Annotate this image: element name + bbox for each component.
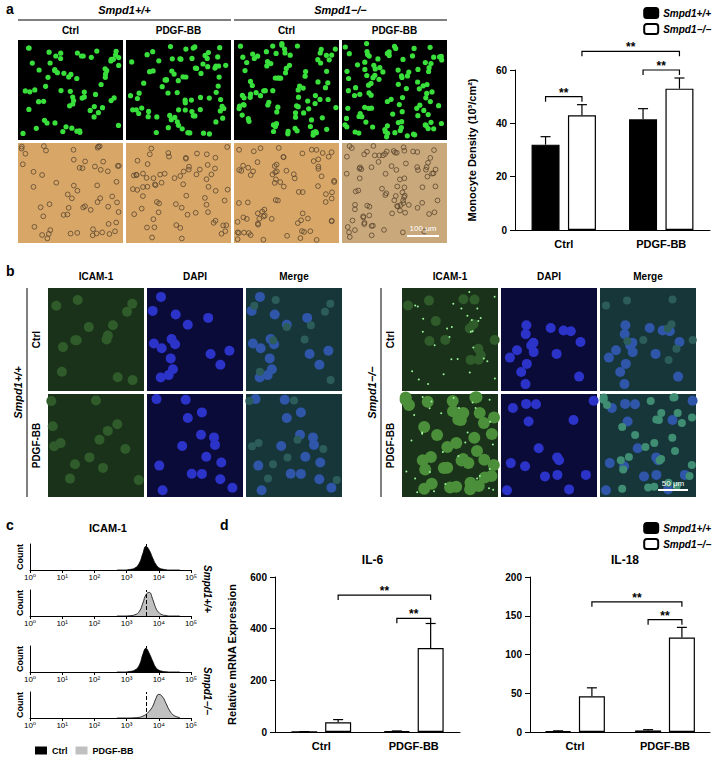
svg-text:ICAM-1: ICAM-1: [433, 271, 468, 282]
svg-text:PDGF-BB: PDGF-BB: [385, 423, 396, 469]
svg-text:10¹: 10¹: [56, 619, 68, 628]
svg-text:Smpd1+/+: Smpd1+/+: [663, 523, 711, 534]
svg-text:Count: Count: [15, 646, 25, 672]
svg-text:PDGF-BB: PDGF-BB: [372, 25, 418, 36]
svg-text:Ctrl: Ctrl: [312, 740, 331, 752]
svg-text:**: **: [559, 86, 569, 100]
svg-text:10¹: 10¹: [56, 573, 68, 582]
svg-text:10³: 10³: [121, 721, 133, 730]
svg-text:10⁴: 10⁴: [153, 675, 166, 684]
svg-text:40: 40: [496, 118, 508, 129]
svg-text:200: 200: [250, 675, 267, 686]
svg-text:d: d: [220, 517, 229, 533]
svg-text:10⁵: 10⁵: [185, 573, 197, 582]
svg-text:Smpd1−/−: Smpd1−/−: [202, 667, 213, 715]
svg-text:Smpd1−/−: Smpd1−/−: [663, 24, 711, 35]
svg-text:**: **: [380, 584, 390, 598]
svg-text:ICAM-1: ICAM-1: [89, 522, 127, 534]
svg-text:**: **: [409, 607, 419, 621]
svg-text:50: 50: [511, 688, 523, 699]
svg-text:PDGF-BB: PDGF-BB: [640, 740, 690, 752]
svg-text:Monocyte Density (10³/cm²): Monocyte Density (10³/cm²): [466, 78, 478, 221]
svg-text:PDGF-BB: PDGF-BB: [92, 746, 133, 756]
svg-text:Ctrl: Ctrl: [566, 740, 585, 752]
svg-text:Ctrl: Ctrl: [554, 238, 573, 250]
svg-text:200: 200: [505, 572, 522, 583]
svg-text:Ctrl: Ctrl: [31, 331, 42, 348]
svg-text:**: **: [660, 609, 670, 623]
svg-text:IL-18: IL-18: [611, 553, 639, 567]
svg-text:10⁰: 10⁰: [24, 619, 36, 628]
svg-text:10⁵: 10⁵: [185, 675, 197, 684]
svg-text:10⁰: 10⁰: [24, 675, 36, 684]
svg-text:Smpd1+/+: Smpd1+/+: [663, 8, 711, 19]
svg-text:Ctrl: Ctrl: [62, 25, 79, 36]
svg-text:ICAM-1: ICAM-1: [79, 271, 114, 282]
svg-text:400: 400: [250, 623, 267, 634]
svg-text:10²: 10²: [89, 675, 101, 684]
svg-text:c: c: [6, 517, 14, 533]
svg-text:10²: 10²: [89, 721, 101, 730]
svg-text:10³: 10³: [121, 573, 133, 582]
svg-text:50 μm: 50 μm: [662, 479, 685, 488]
svg-text:IL-6: IL-6: [362, 553, 384, 567]
svg-text:100 μm: 100 μm: [410, 224, 437, 233]
svg-text:**: **: [626, 40, 636, 54]
svg-text:10⁵: 10⁵: [185, 619, 197, 628]
svg-text:Ctrl: Ctrl: [385, 331, 396, 348]
svg-text:10¹: 10¹: [56, 721, 68, 730]
svg-text:0: 0: [501, 225, 507, 236]
svg-text:Smpd1+/+: Smpd1+/+: [202, 565, 213, 613]
svg-text:10⁴: 10⁴: [153, 721, 166, 730]
svg-text:Smpd1−/−: Smpd1−/−: [366, 366, 378, 419]
svg-text:Ctrl: Ctrl: [52, 746, 68, 756]
svg-text:10³: 10³: [121, 619, 133, 628]
svg-text:b: b: [6, 263, 15, 279]
svg-text:PDGF-BB: PDGF-BB: [31, 423, 42, 469]
svg-text:PDGF-BB: PDGF-BB: [156, 25, 202, 36]
svg-text:Smpd1+/+: Smpd1+/+: [98, 4, 151, 16]
svg-text:10⁴: 10⁴: [153, 619, 166, 628]
svg-text:10⁰: 10⁰: [24, 573, 36, 582]
svg-text:**: **: [632, 591, 642, 605]
svg-text:10²: 10²: [89, 619, 101, 628]
svg-text:150: 150: [505, 610, 522, 621]
svg-text:Ctrl: Ctrl: [278, 25, 295, 36]
svg-text:10⁴: 10⁴: [153, 573, 166, 582]
svg-text:20: 20: [496, 171, 508, 182]
svg-text:a: a: [6, 1, 14, 17]
svg-text:DAPI: DAPI: [183, 271, 207, 282]
svg-text:10³: 10³: [121, 675, 133, 684]
svg-text:Smpd1+/+: Smpd1+/+: [12, 366, 24, 419]
svg-text:Merge: Merge: [279, 271, 309, 282]
svg-text:Smpd1−/−: Smpd1−/−: [663, 539, 711, 550]
svg-text:Smpd1−/−: Smpd1−/−: [314, 4, 367, 16]
svg-text:DAPI: DAPI: [537, 271, 561, 282]
svg-text:Relative mRNA Expression: Relative mRNA Expression: [226, 584, 238, 725]
svg-text:100: 100: [505, 649, 522, 660]
svg-text:Count: Count: [15, 590, 25, 616]
svg-text:0: 0: [261, 727, 267, 738]
svg-text:10²: 10²: [89, 573, 101, 582]
svg-text:Count: Count: [15, 544, 25, 570]
svg-text:PDGF-BB: PDGF-BB: [389, 740, 439, 752]
svg-text:10⁵: 10⁵: [185, 721, 197, 730]
svg-text:10¹: 10¹: [56, 675, 68, 684]
svg-text:10⁰: 10⁰: [24, 721, 36, 730]
svg-text:60: 60: [496, 65, 508, 76]
svg-text:600: 600: [250, 572, 267, 583]
svg-text:Count: Count: [15, 692, 25, 718]
svg-text:**: **: [657, 59, 667, 73]
svg-text:Merge: Merge: [633, 271, 663, 282]
svg-text:PDGF-BB: PDGF-BB: [636, 238, 686, 250]
svg-text:0: 0: [516, 727, 522, 738]
